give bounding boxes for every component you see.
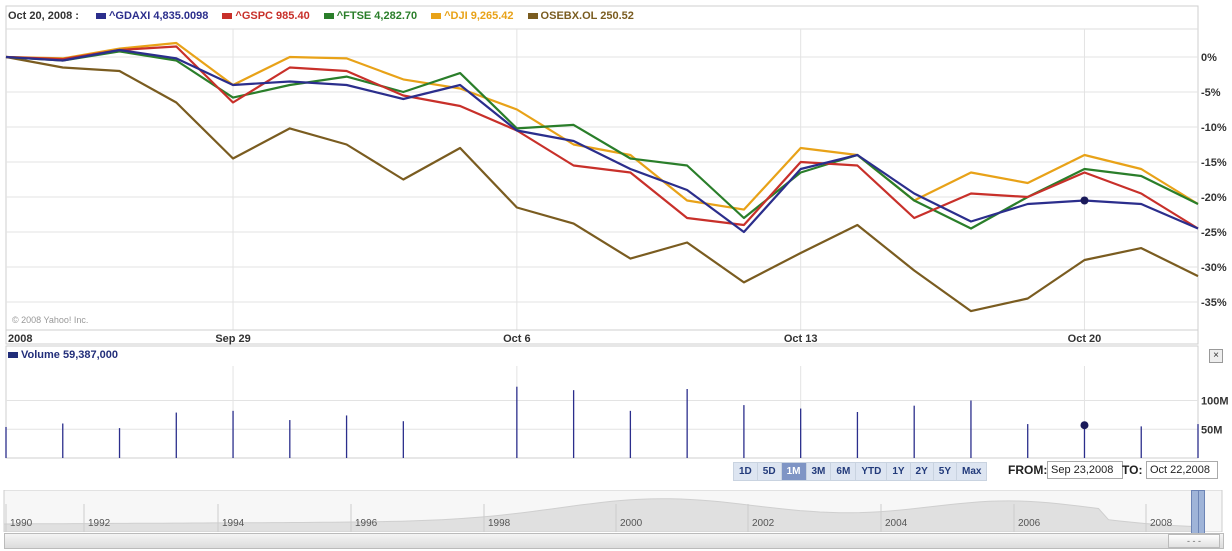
range-selector: 1D 5D 1M 3M 6M YTD 1Y 2Y 5Y Max [733, 462, 988, 481]
range-button-6m[interactable]: 6M [831, 463, 857, 480]
legend-swatch [431, 13, 442, 20]
legend-series-value: 9,265.42 [467, 10, 514, 22]
range-handle-right[interactable] [1198, 490, 1205, 534]
range-button-1m[interactable]: 1M [781, 463, 807, 480]
volume-tick-label: 50M [1201, 424, 1222, 436]
to-label: TO: [1122, 463, 1143, 477]
overview-year-label: 2000 [620, 518, 643, 529]
y-tick-label: -15% [1201, 157, 1227, 169]
legend-item: ^DJI 9,265.42 [431, 4, 514, 28]
x-tick-label: Oct 20 [1068, 333, 1102, 345]
series-line-gdaxi [5, 48, 1199, 234]
x-tick-label: Sep 29 [215, 333, 250, 345]
overview-year-label: 1994 [222, 518, 245, 529]
overview-year-label: 1990 [10, 518, 33, 529]
range-button-2y[interactable]: 2Y [911, 463, 934, 480]
from-label: FROM: [1008, 463, 1048, 477]
timeline-scrollbar[interactable] [4, 533, 1224, 549]
legend-swatch [96, 13, 106, 20]
volume-tick-label: 100M [1201, 396, 1229, 408]
volume-highlight-point [1080, 421, 1089, 430]
range-button-5d[interactable]: 5D [758, 463, 782, 480]
series-line-osebxol [5, 55, 1199, 313]
overview-year-label: 1992 [88, 518, 111, 529]
from-date-input[interactable]: Sep 23,2008 [1047, 461, 1123, 479]
close-volume-button[interactable]: × [1209, 349, 1223, 363]
legend-series-name: ^FTSE [336, 10, 372, 22]
legend-series-value: 985.40 [273, 10, 310, 22]
legend-series-name: ^GSPC [235, 10, 273, 22]
volume-panel-border [5, 345, 1199, 459]
volume-swatch [8, 352, 18, 359]
legend-item: OSEBX.OL 250.52 [527, 4, 634, 28]
series-line-dji [5, 41, 1199, 211]
overview-year-label: 2006 [1018, 518, 1041, 529]
range-button-3m[interactable]: 3M [807, 463, 832, 480]
legend-series-name: ^DJI [444, 10, 468, 22]
overview-area [3, 498, 1199, 532]
y-tick-label: -25% [1201, 227, 1227, 239]
legend-item: ^FTSE 4,282.70 [323, 4, 418, 28]
y-tick-label: -30% [1201, 262, 1227, 274]
range-button-max[interactable]: Max [962, 466, 982, 477]
price-panel-border [5, 5, 1199, 345]
legend-series-name: ^GDAXI [109, 10, 151, 22]
to-date-input[interactable]: Oct 22,2008 [1146, 461, 1218, 479]
overview-year-label: 1996 [355, 518, 378, 529]
y-tick-label: -35% [1201, 297, 1227, 309]
range-button-5y[interactable]: 5Y [934, 463, 958, 480]
range-button-ytd[interactable]: YTD [856, 463, 888, 480]
y-tick-label: -10% [1201, 122, 1227, 134]
chart-legend: Oct 20, 2008 : ^GDAXI 4,835.0098 ^GSPC 98… [8, 4, 648, 28]
legend-series-value: 250.52 [597, 10, 634, 22]
range-button-1d[interactable]: 1D [734, 463, 758, 480]
volume-label-text: Volume 59,387,000 [21, 349, 119, 361]
overview-year-label: 2008 [1150, 518, 1173, 529]
y-tick-label: -5% [1201, 87, 1221, 99]
legend-series-value: 4,282.70 [371, 10, 418, 22]
y-tick-label: -20% [1201, 192, 1227, 204]
range-button-1y[interactable]: 1Y [887, 463, 911, 480]
legend-series-name: OSEBX.OL [540, 10, 598, 22]
series-line-gspc [5, 45, 1199, 230]
x-tick-label: Oct 13 [784, 333, 818, 345]
legend-swatch [323, 13, 334, 20]
overview-year-label: 1998 [488, 518, 511, 529]
y-tick-label: 0% [1201, 52, 1217, 64]
legend-item: ^GDAXI 4,835.0098 [96, 4, 208, 28]
copyright-text: © 2008 Yahoo! Inc. [12, 315, 89, 325]
legend-series-value: 4,835.0098 [150, 10, 209, 22]
legend-date: Oct 20, 2008 : [8, 10, 79, 22]
highlight-point [1080, 196, 1089, 205]
overview-year-label: 2002 [752, 518, 775, 529]
volume-label: Volume 59,387,000 [8, 349, 118, 361]
legend-item: ^GSPC 985.40 [222, 4, 310, 28]
x-year-label: 2008 [8, 333, 32, 345]
series-line-ftse [5, 50, 1199, 230]
legend-swatch [222, 13, 233, 20]
overview-timeline[interactable]: 1990 1992 1994 1996 1998 2000 2002 2004 2006 2008 [0, 490, 1232, 532]
x-tick-label: Oct 6 [503, 333, 531, 345]
scrollbar-thumb[interactable]: - - - [1168, 534, 1220, 548]
legend-swatch [527, 13, 538, 20]
overview-year-label: 2004 [885, 518, 908, 529]
